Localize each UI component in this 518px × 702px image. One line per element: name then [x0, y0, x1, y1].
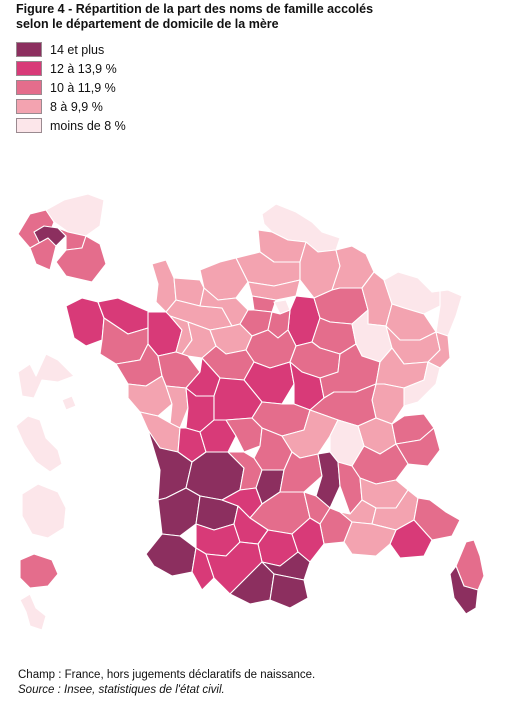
idf-inset [17, 193, 107, 283]
guyane [21, 483, 67, 539]
map-legend: 14 et plus 12 à 13,9 % 10 à 11,9 % 8 à 9… [16, 40, 126, 135]
legend-swatch [16, 80, 42, 95]
figure-title: Figure 4 - Répartition de la part des no… [16, 2, 506, 32]
dept-pyrenees-atlantiques [145, 533, 197, 577]
france-departments-map [15, 193, 485, 630]
legend-item-10-11: 10 à 11,9 % [16, 78, 126, 97]
dept-ardeche [315, 451, 341, 509]
legend-label: 12 à 13,9 % [50, 61, 117, 76]
map-footer: Champ : France, hors jugements déclarati… [18, 668, 315, 698]
legend-swatch [16, 42, 42, 57]
footer-source: Source : Insee, statistiques de l'état c… [18, 684, 225, 696]
dept-doubs [403, 361, 441, 407]
legend-item-below-8: moins de 8 % [16, 116, 126, 135]
legend-label: 14 et plus [50, 42, 105, 57]
legend-item-12-13: 12 à 13,9 % [16, 59, 126, 78]
idf-north [45, 193, 105, 237]
legend-swatch [16, 118, 42, 133]
idf-east [55, 235, 107, 283]
overseas-departments [15, 353, 77, 630]
legend-swatch [16, 99, 42, 114]
idf-south-west [29, 237, 57, 271]
guadeloupe-island [61, 395, 77, 411]
dept-corse-du-sud [449, 565, 479, 615]
footer-champ: Champ : France, hors jugements déclarati… [18, 669, 316, 681]
legend-item-14-plus: 14 et plus [16, 40, 126, 59]
mayotte [19, 593, 47, 630]
legend-item-8-9: 8 à 9,9 % [16, 97, 126, 116]
legend-label: moins de 8 % [50, 118, 126, 133]
dept-bouches-du-rhone [343, 521, 397, 557]
dept-pyrenees-orientales [269, 573, 309, 609]
legend-swatch [16, 61, 42, 76]
dept-finistere [65, 297, 105, 347]
reunion [19, 553, 59, 589]
legend-label: 8 à 9,9 % [50, 99, 103, 114]
mainland-france [65, 203, 485, 615]
guadeloupe [17, 353, 75, 399]
figure-title-line-1: Figure 4 - Répartition de la part des no… [16, 2, 374, 16]
legend-label: 10 à 11,9 % [50, 80, 116, 95]
figure-title-line-2: selon le département de domicile de la m… [16, 17, 279, 31]
martinique [15, 415, 63, 473]
